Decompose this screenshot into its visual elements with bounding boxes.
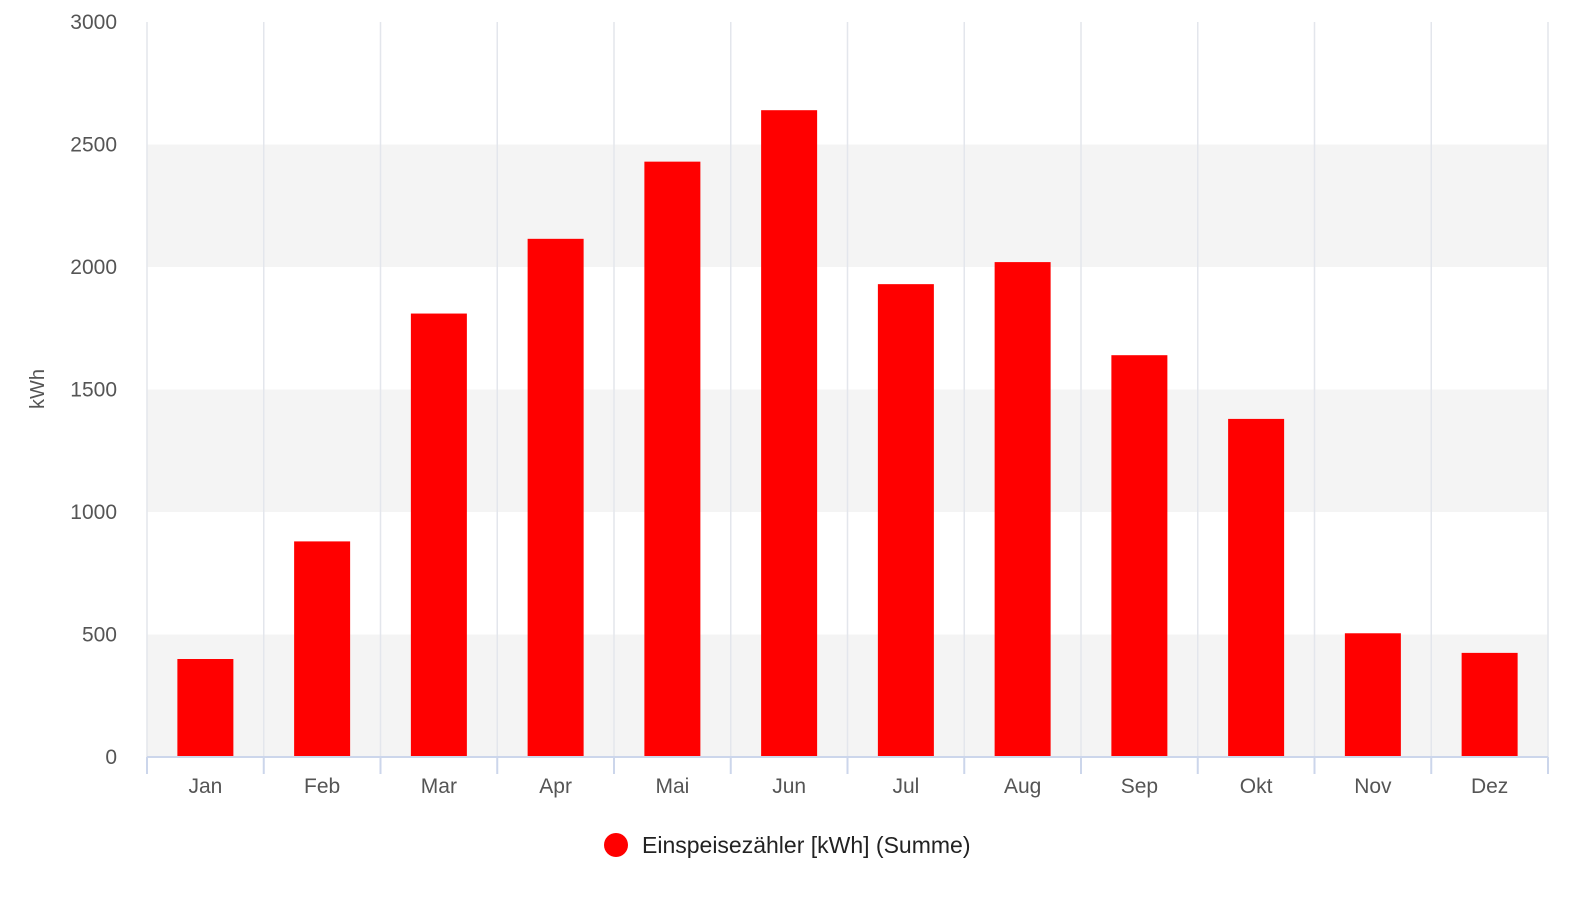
x-tick-label: Apr: [539, 775, 572, 798]
y-axis-ticks: 0 500 1000 1500 2000 2500 3000: [70, 11, 117, 769]
bar-jul[interactable]: [877, 284, 934, 757]
bar-okt[interactable]: [1228, 418, 1285, 757]
x-tick-label: Jun: [772, 775, 806, 798]
x-axis-ticks: Jan Feb Mar Apr Mai Jun Jul Aug Sep Okt Nov Dez: [188, 775, 1508, 798]
x-tick-label: Mai: [655, 775, 689, 798]
bar-jan[interactable]: [177, 659, 234, 757]
y-tick-label: 1000: [70, 501, 117, 524]
x-tick-label: Sep: [1121, 775, 1158, 798]
legend[interactable]: Einspeisezähler [kWh] (Summe): [604, 832, 971, 858]
bar-feb[interactable]: [294, 541, 351, 757]
bar-apr[interactable]: [527, 238, 584, 757]
bar-dez[interactable]: [1461, 652, 1518, 757]
bar-mai[interactable]: [644, 161, 701, 757]
y-tick-label: 500: [82, 624, 117, 647]
legend-marker-icon: [604, 833, 628, 857]
y-tick-label: 1500: [70, 379, 117, 402]
legend-label: Einspeisezähler [kWh] (Summe): [642, 832, 971, 858]
bar-aug[interactable]: [994, 262, 1051, 757]
bar-sep[interactable]: [1111, 355, 1168, 757]
x-tick-label: Dez: [1471, 775, 1508, 798]
x-tick-label: Feb: [304, 775, 340, 798]
bar-nov[interactable]: [1344, 633, 1401, 757]
y-axis-title: kWh: [27, 369, 49, 409]
x-tick-label: Nov: [1354, 775, 1392, 798]
x-tick-label: Jan: [188, 775, 222, 798]
y-tick-label: 2500: [70, 134, 117, 157]
bar-series: [177, 110, 1518, 757]
x-tick-label: Okt: [1240, 775, 1273, 798]
y-tick-label: 2000: [70, 256, 117, 279]
x-tick-label: Jul: [892, 775, 919, 798]
x-axis: [146, 756, 1549, 774]
bar-jun[interactable]: [761, 110, 818, 757]
vertical-gridlines: [146, 22, 1549, 757]
y-tick-label: 3000: [70, 11, 117, 34]
bar-mar[interactable]: [410, 313, 467, 757]
x-tick-label: Mar: [421, 775, 457, 798]
x-tick-label: Aug: [1004, 775, 1041, 798]
y-tick-label: 0: [105, 746, 117, 769]
